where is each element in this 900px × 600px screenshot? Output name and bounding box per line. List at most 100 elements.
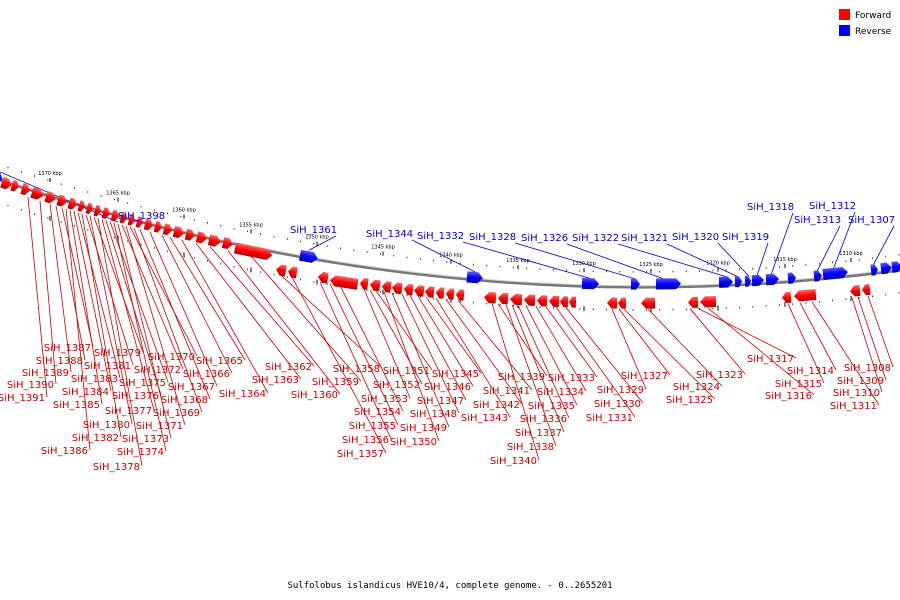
- leader-line: [566, 243, 665, 280]
- leader-line: [249, 254, 362, 382]
- leader-line: [209, 246, 315, 367]
- gene-forward: [370, 279, 381, 292]
- forward-gene-label: SiH_1342: [473, 400, 520, 411]
- reverse-gene-label: SiH_1328: [469, 232, 516, 243]
- forward-gene-label: SiH_1378: [93, 462, 140, 473]
- forward-gene-label: SiH_1346: [424, 382, 471, 393]
- legend-forward-label: Forward: [855, 11, 891, 21]
- leader-line: [799, 302, 837, 371]
- forward-gene-label: SiH_1380: [83, 420, 130, 431]
- leader-line: [811, 301, 880, 406]
- forward-gene-label: SiH_1367: [168, 382, 215, 393]
- gene-forward: [85, 202, 93, 215]
- forward-gene-label: SiH_1355: [349, 421, 396, 432]
- forward-gene-label: SiH_1350: [390, 437, 437, 448]
- forward-gene-label: SiH_1363: [252, 375, 299, 386]
- leader-line: [787, 303, 825, 384]
- gene-reverse: [787, 272, 796, 284]
- leader-line: [113, 222, 167, 452]
- gene-forward: [101, 207, 110, 219]
- gene-forward: [10, 179, 19, 192]
- gene-forward: [498, 292, 509, 305]
- reverse-gene-label: SiH_1344: [366, 229, 413, 240]
- tick-label: 1335 kbp: [506, 258, 530, 264]
- forward-gene-label: SiH_1333: [548, 373, 595, 384]
- leader-line: [462, 241, 591, 279]
- gene-forward: [77, 200, 85, 212]
- leader-line: [308, 235, 337, 251]
- forward-gene-label: SiH_1308: [844, 363, 891, 374]
- gene-forward: [537, 295, 548, 307]
- reverse-gene-label: SiH_1332: [417, 231, 464, 242]
- gene-forward: [360, 278, 369, 290]
- forward-gene-label: SiH_1385: [53, 400, 100, 411]
- gene-forward: [56, 194, 67, 207]
- leader-line: [565, 307, 644, 404]
- leader-line: [65, 208, 91, 451]
- gene-forward: [330, 275, 359, 290]
- leader-line: [514, 242, 637, 280]
- forward-gene-label: SiH_1388: [36, 356, 83, 367]
- gene-forward: [93, 204, 101, 217]
- gene-forward: [510, 293, 523, 306]
- leader-line: [363, 288, 411, 399]
- gene-forward: [127, 214, 135, 226]
- leader-line: [391, 292, 450, 428]
- forward-gene-label: SiH_1369: [153, 408, 200, 419]
- gene-reverse: [718, 276, 733, 288]
- forward-gene-label: SiH_1339: [498, 372, 545, 383]
- leader-line: [497, 303, 548, 377]
- leader-line: [555, 306, 636, 418]
- reverse-gene-label: SiH_1319: [722, 232, 769, 243]
- forward-gene-label: SiH_1337: [515, 428, 562, 439]
- gene-forward: [700, 296, 717, 308]
- gene-forward: [382, 281, 392, 293]
- forward-gene-label: SiH_1358: [333, 364, 380, 375]
- forward-gene-label: SiH_1357: [337, 449, 384, 460]
- forward-gene-label: SiH_1323: [696, 370, 743, 381]
- forward-gene-label: SiH_1366: [183, 369, 230, 380]
- forward-gene-label: SiH_1386: [41, 446, 88, 457]
- leader-line: [816, 225, 841, 272]
- tick-label: 1315 kbp: [773, 257, 797, 263]
- leader-line: [73, 211, 112, 392]
- forward-gene-label: SiH_1354: [354, 407, 401, 418]
- forward-gene-label: SiH_1327: [621, 371, 668, 382]
- leader-line: [69, 209, 103, 405]
- forward-gene-label: SiH_1381: [84, 361, 131, 372]
- leader-line: [49, 203, 72, 373]
- gene-forward: [794, 289, 817, 302]
- leader-line: [867, 295, 894, 368]
- reverse-gene-label: SiH_1326: [521, 233, 568, 244]
- forward-gene-label: SiH_1356: [342, 435, 389, 446]
- gene-forward: [414, 285, 425, 297]
- leader-line: [623, 308, 716, 400]
- leader-line: [832, 211, 856, 270]
- gene-forward: [318, 271, 329, 284]
- leader-line: [517, 304, 570, 419]
- forward-gene-label: SiH_1372: [134, 365, 181, 376]
- gene-reverse: [734, 276, 742, 288]
- leader-line: [169, 236, 246, 361]
- gene-forward: [436, 287, 445, 299]
- gene-forward: [153, 220, 162, 233]
- gene-forward: [172, 226, 184, 238]
- gene-reverse: [744, 275, 751, 287]
- tick-label: 1350 kbp: [305, 235, 329, 241]
- leader-line: [717, 242, 750, 277]
- forward-gene-label: SiH_1377: [105, 406, 152, 417]
- scale-ticks: 1370 kbp 1365 kbp 1360 kbp 1355 kbp 1350 kbp…: [7, 166, 900, 313]
- forward-gene-label: SiH_1362: [265, 362, 312, 373]
- gene-forward: [618, 297, 627, 309]
- gene-forward: [524, 294, 536, 306]
- tick-label: 1365 kbp: [106, 191, 130, 197]
- forward-gene-label: SiH_1309: [837, 376, 884, 387]
- forward-gene-label: SiH_1315: [775, 379, 822, 390]
- gene-reverse: [870, 264, 878, 276]
- gene-reverse: [813, 270, 822, 282]
- forward-gene-label: SiH_1331: [586, 413, 633, 424]
- leader-line: [409, 294, 467, 401]
- leader-line: [707, 307, 815, 396]
- gene-forward: [862, 283, 871, 296]
- leader-line: [770, 212, 794, 276]
